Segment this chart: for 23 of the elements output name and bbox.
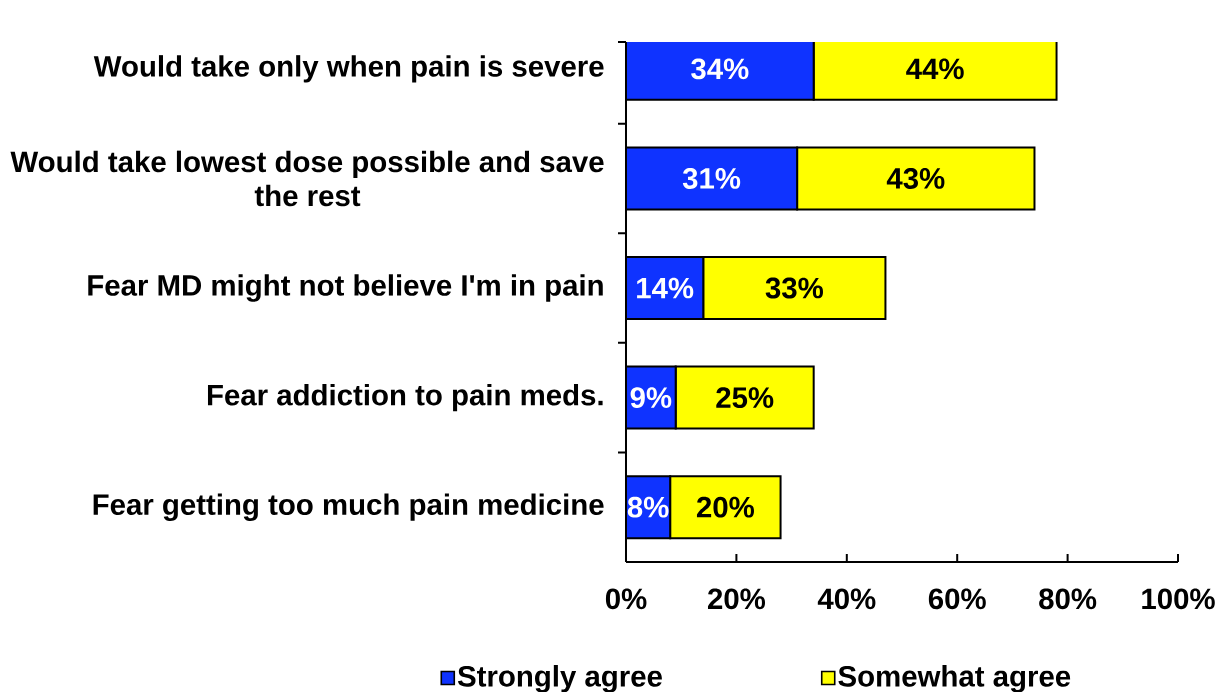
x-tick-label: 20% <box>707 588 766 610</box>
y-tick-label: Fear MD might not believe I'm in pain <box>88 274 603 302</box>
data-label: 33% <box>765 277 823 299</box>
x-tick-label: 60% <box>928 588 986 610</box>
data-label: 8% <box>627 496 669 518</box>
y-tick-label: Fear getting too much pain medicine <box>93 493 604 521</box>
data-label: 31% <box>682 168 741 189</box>
x-tick-label: 40% <box>817 588 876 610</box>
y-tick-label: Would take lowest dose possible and save the rest <box>10 150 604 207</box>
data-label: 20% <box>696 496 754 518</box>
y-tick-label: Fear addiction to pain meds. <box>207 383 603 412</box>
data-label: 34% <box>691 58 749 80</box>
legend-label: Strongly agree <box>457 665 662 692</box>
data-label: 9% <box>630 387 672 409</box>
y-tick-label: Would take only when pain is severe <box>93 55 604 83</box>
x-tick-label: 80% <box>1039 588 1097 610</box>
x-tick-label: 100% <box>1142 588 1215 610</box>
data-label: 43% <box>886 168 945 189</box>
data-label: 44% <box>906 58 964 80</box>
legend-label: Somewhat agree <box>838 665 1071 692</box>
data-label: 25% <box>716 387 774 409</box>
x-tick-label: 0% <box>605 588 647 610</box>
data-label: 14% <box>637 277 694 299</box>
